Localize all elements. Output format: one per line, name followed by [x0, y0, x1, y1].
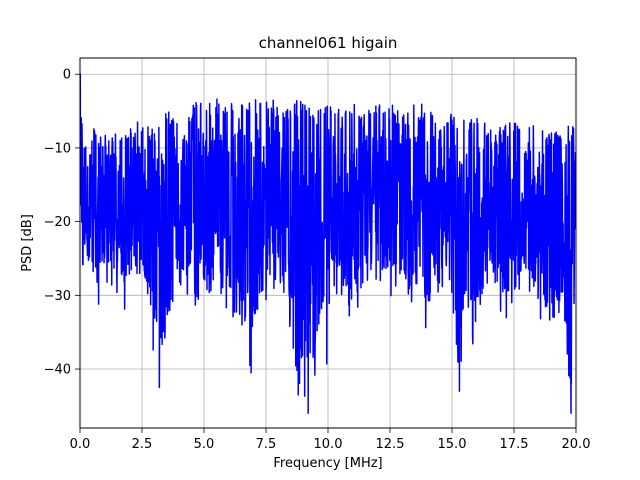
plot-area — [80, 73, 576, 415]
x-axis-label: Frequency [MHz] — [273, 456, 382, 471]
y-tick-label: −20 — [44, 215, 71, 230]
x-tick-label: 7.5 — [256, 437, 277, 452]
y-tick-label: −40 — [44, 363, 71, 378]
x-tick-label: 10.0 — [314, 437, 343, 452]
x-tick-label: 20.0 — [562, 437, 591, 452]
psd-series-line — [80, 73, 576, 415]
y-axis-label: PSD [dB] — [20, 214, 35, 272]
x-tick-label: 2.5 — [132, 437, 153, 452]
y-tick-label: −10 — [44, 141, 71, 156]
x-tick-label: 12.5 — [376, 437, 405, 452]
x-tick-label: 0.0 — [70, 437, 91, 452]
y-tick-label: 0 — [63, 68, 71, 83]
x-tick-label: 17.5 — [500, 437, 529, 452]
x-tick-label: 5.0 — [194, 437, 215, 452]
x-axis-ticks: 0.0 2.5 5.0 7.5 10.0 12.5 15.0 17.5 20.0 — [70, 428, 591, 452]
y-tick-label: −30 — [44, 289, 71, 304]
chart-title: channel061 higain — [259, 34, 398, 52]
x-tick-label: 15.0 — [438, 437, 467, 452]
y-axis-ticks: 0 −10 −20 −30 −40 — [44, 68, 80, 378]
